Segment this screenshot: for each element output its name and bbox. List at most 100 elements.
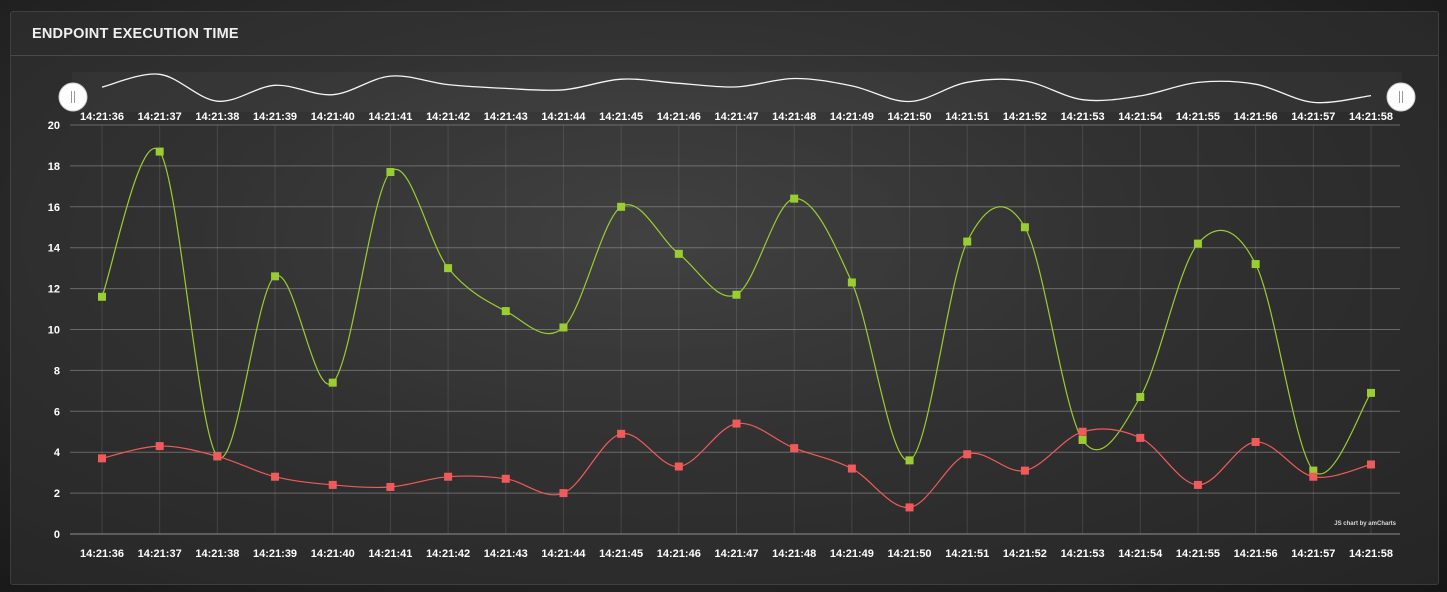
data-point: [1078, 435, 1087, 444]
scrollbar-end-handle[interactable]: [1386, 82, 1416, 112]
x-tick-label-top: 14:21:44: [541, 111, 586, 123]
x-tick-label-top: 14:21:49: [830, 111, 874, 123]
chart-credit: JS chart by amCharts: [1334, 521, 1396, 527]
data-point: [847, 278, 856, 287]
x-tick-label: 14:21:57: [1291, 548, 1335, 560]
grip-icon: [58, 82, 88, 112]
x-tick-label-top: 14:21:45: [599, 111, 643, 123]
x-tick-label: 14:21:58: [1349, 548, 1393, 560]
data-point: [1136, 392, 1145, 401]
data-point: [1193, 480, 1202, 489]
x-tick-label: 14:21:45: [599, 548, 643, 560]
data-point: [732, 290, 741, 299]
data-point: [905, 456, 914, 465]
data-point: [501, 474, 510, 483]
x-tick-label: 14:21:43: [484, 548, 528, 560]
x-tick-label: 14:21:36: [80, 548, 124, 560]
data-point: [271, 272, 280, 281]
data-point: [617, 429, 626, 438]
data-point: [1309, 472, 1318, 481]
panel-header: ENDPOINT EXECUTION TIME: [11, 12, 1438, 56]
y-tick-label: 4: [54, 447, 61, 459]
data-point: [674, 249, 683, 258]
scrollbar-start-handle[interactable]: [58, 82, 88, 112]
chart-panel: ENDPOINT EXECUTION TIME: [10, 11, 1439, 585]
y-tick-label: 14: [48, 243, 61, 255]
x-tick-label-top: 14:21:51: [945, 111, 989, 123]
grid-lines: [70, 124, 1400, 535]
data-point: [1251, 260, 1260, 269]
x-tick-label-top: 14:21:37: [138, 111, 182, 123]
y-tick-label: 16: [48, 202, 60, 214]
x-tick-label-top: 14:21:57: [1291, 111, 1335, 123]
data-point: [328, 480, 337, 489]
scrollbar-track: [72, 72, 1402, 112]
data-point: [444, 472, 453, 481]
x-tick-label: 14:21:54: [1118, 548, 1163, 560]
data-point: [1367, 388, 1375, 397]
x-tick-label: 14:21:50: [888, 548, 932, 560]
data-point: [155, 442, 164, 451]
x-tick-label: 14:21:55: [1176, 548, 1220, 560]
x-tick-label: 14:21:56: [1234, 548, 1278, 560]
x-tick-label-top: 14:21:42: [426, 111, 470, 123]
y-tick-label: 20: [48, 120, 60, 132]
data-point: [905, 503, 914, 512]
data-point: [617, 202, 626, 211]
x-tick-label: 14:21:37: [138, 548, 182, 560]
x-tick-label-top: 14:21:50: [888, 111, 932, 123]
y-tick-label: 18: [48, 161, 60, 173]
data-point: [1251, 437, 1260, 446]
y-tick-label: 12: [48, 284, 60, 296]
x-tick-label: 14:21:49: [830, 548, 874, 560]
x-tick-label: 14:21:52: [1003, 548, 1047, 560]
data-point: [790, 194, 799, 203]
chart-scrollbar: [58, 72, 1416, 112]
x-tick-label-top: 14:21:54: [1118, 111, 1163, 123]
grip-icon: [1386, 82, 1416, 112]
x-tick-label-top: 14:21:40: [311, 111, 355, 123]
x-tick-label: 14:21:42: [426, 548, 470, 560]
data-point: [1367, 460, 1375, 469]
panel-title: ENDPOINT EXECUTION TIME: [32, 26, 239, 42]
y-tick-label: 8: [54, 365, 60, 377]
x-tick-label: 14:21:39: [253, 548, 297, 560]
x-tick-label-top: 14:21:46: [657, 111, 701, 123]
data-point: [386, 482, 395, 491]
x-tick-label: 14:21:47: [714, 548, 758, 560]
x-tick-label-top: 14:21:52: [1003, 111, 1047, 123]
data-point: [501, 307, 510, 316]
data-point: [271, 472, 280, 481]
data-point: [1020, 466, 1029, 475]
data-point: [559, 323, 568, 332]
y-tick-label: 0: [54, 529, 60, 541]
data-point: [1309, 466, 1318, 475]
data-point: [559, 489, 568, 498]
series-1: [98, 419, 1375, 512]
x-tick-label: 14:21:44: [541, 548, 586, 560]
x-tick-label-top: 14:21:41: [368, 111, 412, 123]
x-tick-label-top: 14:21:36: [80, 111, 124, 123]
data-point: [1193, 239, 1202, 248]
x-tick-label: 14:21:51: [945, 548, 989, 560]
y-tick-label: 2: [54, 488, 60, 500]
data-point: [386, 168, 395, 177]
x-tick-label: 14:21:38: [195, 548, 239, 560]
data-point: [674, 462, 683, 471]
x-tick-label: 14:21:46: [657, 548, 701, 560]
data-point: [963, 450, 972, 459]
x-tick-label-top: 14:21:53: [1061, 111, 1105, 123]
data-point: [98, 454, 106, 463]
x-tick-label-top: 14:21:55: [1176, 111, 1220, 123]
data-point: [444, 264, 453, 273]
data-point: [790, 444, 799, 453]
data-point: [1078, 427, 1087, 436]
x-tick-label-top: 14:21:48: [772, 111, 816, 123]
scrollbar-preview-line: [101, 73, 1372, 104]
data-point: [213, 452, 222, 461]
x-tick-label-top: 14:21:43: [484, 111, 528, 123]
data-point: [847, 464, 856, 473]
y-tick-label: 10: [48, 325, 60, 337]
x-tick-label: 14:21:53: [1061, 548, 1105, 560]
